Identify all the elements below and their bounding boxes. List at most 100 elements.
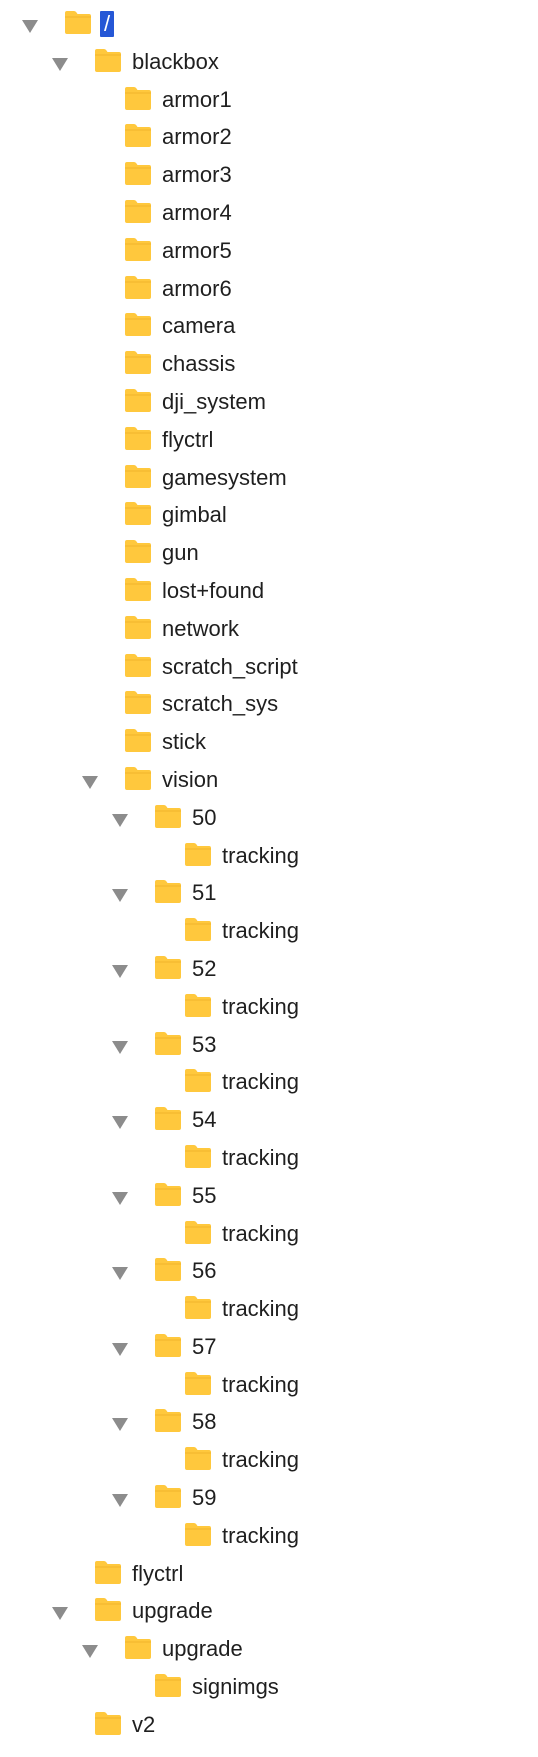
- folder-icon: [184, 1067, 212, 1093]
- tree-row[interactable]: tracking: [0, 1290, 538, 1328]
- tree-item-label-selected: /: [100, 11, 115, 37]
- tree-row[interactable]: armor2: [0, 118, 538, 156]
- tree-row[interactable]: tracking: [0, 1139, 538, 1177]
- folder-icon: [154, 1256, 182, 1282]
- disclosure-triangle-expanded-icon[interactable]: [112, 964, 128, 978]
- folder-icon: [124, 500, 152, 526]
- tree-row[interactable]: 56: [0, 1252, 538, 1290]
- tree-row[interactable]: 54: [0, 1101, 538, 1139]
- tree-row[interactable]: signimgs: [0, 1668, 538, 1706]
- tree-row[interactable]: armor5: [0, 232, 538, 270]
- tree-row[interactable]: armor4: [0, 194, 538, 232]
- tree-row[interactable]: 52: [0, 950, 538, 988]
- folder-icon: [154, 1407, 182, 1433]
- tree-row[interactable]: blackbox: [0, 43, 538, 81]
- disclosure-triangle-expanded-icon[interactable]: [112, 1116, 128, 1130]
- disclosure-triangle-expanded-icon[interactable]: [112, 1040, 128, 1054]
- folder-icon: [124, 236, 152, 262]
- disclosure-triangle-expanded-icon[interactable]: [112, 1191, 128, 1205]
- folder-icon: [124, 349, 152, 375]
- tree-row[interactable]: dji_system: [0, 383, 538, 421]
- disclosure-triangle-expanded-icon[interactable]: [112, 1267, 128, 1281]
- tree-row[interactable]: /: [0, 5, 538, 43]
- tree-item-label: armor1: [162, 86, 232, 112]
- tree-row[interactable]: 53: [0, 1026, 538, 1064]
- folder-icon: [124, 463, 152, 489]
- tree-row[interactable]: vision: [0, 761, 538, 799]
- tree-row[interactable]: tracking: [0, 912, 538, 950]
- disclosure-triangle-expanded-icon[interactable]: [112, 889, 128, 903]
- directory-tree: / blackbox armor1 armor2 armor3 armor4 armor5 a…: [0, 5, 538, 1744]
- tree-row[interactable]: upgrade: [0, 1592, 538, 1630]
- tree-item-label: gun: [162, 540, 199, 566]
- tree-item-label: 58: [192, 1409, 217, 1435]
- tree-item-label: 50: [192, 804, 217, 830]
- folder-icon: [124, 727, 152, 753]
- tree-row[interactable]: 59: [0, 1479, 538, 1517]
- tree-row[interactable]: tracking: [0, 1215, 538, 1253]
- tree-item-label: blackbox: [132, 48, 219, 74]
- tree-row[interactable]: chassis: [0, 345, 538, 383]
- tree-item-label: flyctrl: [132, 1560, 184, 1586]
- tree-row[interactable]: v2: [0, 1706, 538, 1744]
- tree-item-label: armor5: [162, 237, 232, 263]
- folder-icon: [124, 538, 152, 564]
- disclosure-triangle-expanded-icon[interactable]: [112, 1418, 128, 1432]
- folder-icon: [184, 1219, 212, 1245]
- tree-item-label: tracking: [222, 918, 300, 944]
- folder-icon: [154, 1181, 182, 1207]
- disclosure-triangle-expanded-icon[interactable]: [112, 1342, 128, 1356]
- tree-row[interactable]: upgrade: [0, 1630, 538, 1668]
- tree-row[interactable]: 55: [0, 1177, 538, 1215]
- disclosure-triangle-expanded-icon[interactable]: [52, 1607, 68, 1621]
- folder-icon: [184, 1445, 212, 1471]
- disclosure-triangle-expanded-icon[interactable]: [82, 1645, 98, 1659]
- disclosure-triangle-expanded-icon[interactable]: [82, 775, 98, 789]
- tree-item-label: 56: [192, 1258, 217, 1284]
- tree-item-label: scratch_sys: [162, 691, 279, 717]
- tree-row[interactable]: flyctrl: [0, 1555, 538, 1593]
- tree-row[interactable]: armor1: [0, 81, 538, 119]
- tree-row[interactable]: gimbal: [0, 496, 538, 534]
- folder-icon: [94, 1559, 122, 1585]
- tree-item-label: flyctrl: [162, 426, 214, 452]
- tree-row[interactable]: tracking: [0, 1366, 538, 1404]
- disclosure-triangle-expanded-icon[interactable]: [112, 813, 128, 827]
- folder-icon: [124, 160, 152, 186]
- tree-row[interactable]: 57: [0, 1328, 538, 1366]
- folder-icon: [124, 1634, 152, 1660]
- tree-item-label: vision: [162, 766, 219, 792]
- folder-icon: [154, 1483, 182, 1509]
- tree-row[interactable]: tracking: [0, 1517, 538, 1555]
- tree-item-label: v2: [132, 1711, 156, 1737]
- folder-icon: [154, 1030, 182, 1056]
- tree-item-label: 51: [192, 880, 217, 906]
- tree-row[interactable]: 51: [0, 874, 538, 912]
- tree-row[interactable]: scratch_script: [0, 648, 538, 686]
- tree-row[interactable]: gun: [0, 534, 538, 572]
- tree-row[interactable]: network: [0, 610, 538, 648]
- disclosure-triangle-expanded-icon[interactable]: [112, 1494, 128, 1508]
- tree-row[interactable]: stick: [0, 723, 538, 761]
- tree-row[interactable]: armor6: [0, 270, 538, 308]
- disclosure-triangle-expanded-icon[interactable]: [22, 20, 38, 33]
- folder-icon: [94, 47, 122, 73]
- folder-icon: [124, 274, 152, 300]
- tree-row[interactable]: armor3: [0, 156, 538, 194]
- tree-row[interactable]: tracking: [0, 1441, 538, 1479]
- tree-item-label: 52: [192, 955, 217, 981]
- tree-item-label: tracking: [222, 1447, 300, 1473]
- tree-row[interactable]: tracking: [0, 988, 538, 1026]
- tree-row[interactable]: 58: [0, 1403, 538, 1441]
- tree-row[interactable]: tracking: [0, 837, 538, 875]
- tree-row[interactable]: tracking: [0, 1063, 538, 1101]
- tree-row[interactable]: scratch_sys: [0, 685, 538, 723]
- tree-row[interactable]: 50: [0, 799, 538, 837]
- tree-item-label: tracking: [222, 993, 300, 1019]
- disclosure-triangle-expanded-icon[interactable]: [52, 57, 68, 71]
- tree-row[interactable]: flyctrl: [0, 421, 538, 459]
- tree-row[interactable]: gamesystem: [0, 459, 538, 497]
- tree-row[interactable]: camera: [0, 307, 538, 345]
- tree-row[interactable]: lost+found: [0, 572, 538, 610]
- folder-icon: [124, 425, 152, 451]
